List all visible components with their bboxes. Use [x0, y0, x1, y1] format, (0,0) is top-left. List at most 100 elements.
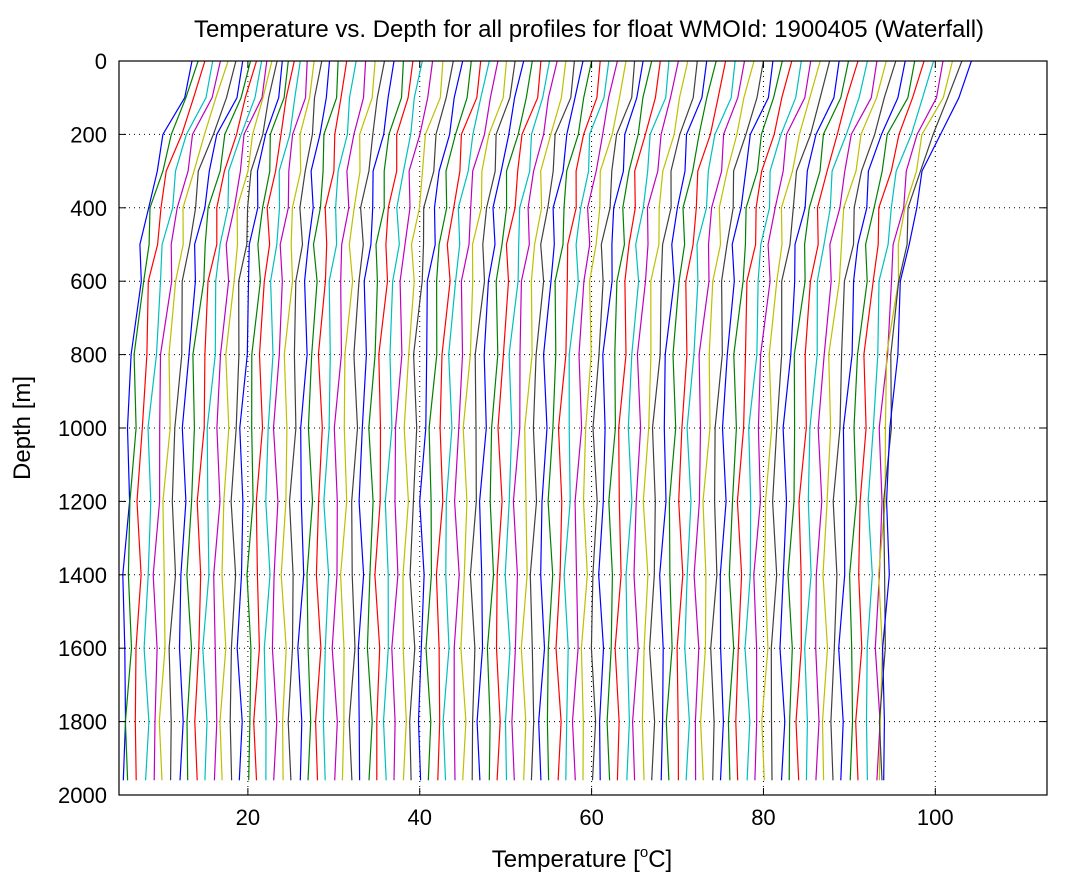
profile-line [520, 61, 567, 781]
profile-line [297, 61, 331, 781]
profile-line [357, 61, 395, 781]
profile-line [495, 61, 542, 781]
profile-line [186, 61, 252, 781]
profile-line [202, 61, 263, 781]
profile-line [460, 61, 508, 781]
profile-line [877, 61, 954, 781]
profile-line [821, 61, 887, 781]
profile-line [435, 61, 482, 781]
profile-line [236, 61, 283, 781]
profile-line [874, 61, 944, 781]
profile-line [838, 61, 906, 781]
profile-line [631, 61, 679, 781]
y-tick-label: 400 [70, 196, 107, 221]
profile-line [538, 61, 584, 781]
profile-line [848, 61, 916, 781]
profile-line [280, 61, 315, 781]
x-axis-label-sup: o [640, 844, 648, 861]
profile-line [606, 61, 653, 781]
profile-line [580, 61, 627, 781]
x-tick-label: 20 [236, 805, 260, 830]
profile-line [699, 61, 755, 781]
profile-line [804, 61, 868, 781]
profile-line [158, 61, 229, 781]
profile-line [263, 61, 301, 781]
y-tick-label: 200 [70, 122, 107, 147]
profile-line [665, 61, 717, 781]
profile-line [735, 61, 793, 781]
profile-line [425, 61, 472, 781]
profile-line [315, 61, 348, 781]
profile-line [815, 61, 878, 781]
profile-line [366, 61, 404, 781]
y-tick-label: 1800 [58, 710, 107, 735]
profile-line [787, 61, 850, 781]
profile-line [779, 61, 840, 781]
profile-line [659, 61, 708, 781]
y-tick-label: 2000 [58, 783, 107, 808]
profile-series [122, 61, 972, 781]
profile-line [855, 61, 925, 781]
profile-line [331, 61, 367, 781]
profile-line [143, 61, 214, 781]
profile-line [598, 61, 644, 781]
y-tick-label: 1600 [58, 636, 107, 661]
profile-line [417, 61, 464, 781]
profile-line [529, 61, 575, 781]
profile-line [727, 61, 783, 781]
profile-line [684, 61, 736, 781]
y-tick-label: 800 [70, 343, 107, 368]
profile-line [178, 61, 244, 781]
profile-line [213, 61, 268, 781]
profile-line [287, 61, 323, 781]
y-tick-label: 600 [70, 269, 107, 294]
profile-line [402, 61, 444, 781]
profile-line [229, 61, 278, 781]
x-axis-label-prefix: Temperature [ [492, 846, 640, 873]
profile-line [271, 61, 308, 781]
y-axis-ticks: 0 200 400 600 800 1000 1200 1400 1600 1800 2000 [58, 49, 1047, 808]
y-tick-label: 0 [95, 49, 107, 74]
profile-line [614, 61, 661, 781]
profile-line [753, 61, 812, 781]
profile-line [152, 61, 221, 781]
chart-title: Temperature vs. Depth for all profiles f… [194, 16, 984, 43]
plot-frame [118, 60, 1048, 796]
profile-line [676, 61, 727, 781]
profile-line [382, 61, 423, 781]
x-tick-label: 40 [407, 805, 431, 830]
profile-line [374, 61, 414, 781]
profile-line [546, 61, 593, 781]
profile-line [469, 61, 516, 781]
profile-line [830, 61, 897, 781]
profile-line [878, 61, 963, 781]
profile-line [453, 61, 499, 781]
profile-line [761, 61, 821, 781]
profile-line [511, 61, 558, 781]
x-tick-label: 100 [917, 805, 954, 830]
profile-line [693, 61, 746, 781]
profile-line [409, 61, 454, 781]
x-tick-label: 60 [579, 805, 603, 830]
profile-line [641, 61, 689, 781]
profile-line [710, 61, 764, 781]
profile-line [219, 61, 273, 781]
profile-line [744, 61, 802, 781]
y-tick-label: 1400 [58, 563, 107, 588]
profile-line [391, 61, 434, 781]
profile-line [194, 61, 258, 781]
profile-line [770, 61, 831, 781]
profile-line [865, 61, 935, 781]
y-tick-label: 1000 [58, 416, 107, 441]
profile-line [306, 61, 339, 781]
x-axis-label: Temperature [oC] [492, 844, 672, 873]
y-tick-label: 1200 [58, 489, 107, 514]
profile-line [246, 61, 289, 781]
profile-line [348, 61, 386, 781]
profile-line [563, 61, 610, 781]
y-axis-label: Depth [m] [9, 376, 36, 480]
profile-line [795, 61, 859, 781]
grid-lines [119, 61, 1047, 795]
profile-line [571, 61, 618, 781]
profile-line [253, 61, 295, 781]
